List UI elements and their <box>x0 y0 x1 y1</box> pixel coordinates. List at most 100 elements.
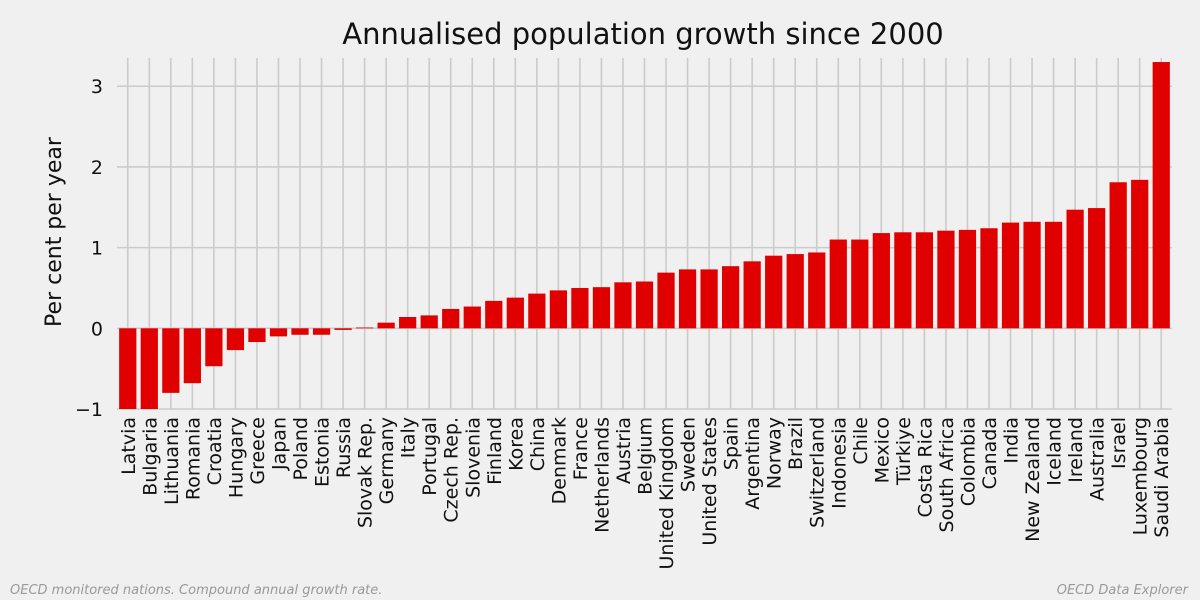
x-tick-label: United Kingdom <box>656 417 678 570</box>
bar <box>291 328 309 335</box>
grid-lines <box>117 58 1172 410</box>
x-tick-label: Croatia <box>204 417 226 485</box>
x-tick-label: Czech Rep. <box>441 417 463 523</box>
x-tick-label: Bulgaria <box>139 417 161 496</box>
bar <box>162 328 180 393</box>
bar <box>657 272 675 329</box>
x-tick-label: Ireland <box>1065 417 1087 483</box>
x-tick-label: Türkiye <box>893 417 915 486</box>
bar <box>226 328 245 351</box>
x-tick-label: Saudi Arabia <box>1151 417 1173 538</box>
x-tick-label: Luxembourg <box>1130 417 1152 535</box>
bar <box>248 328 266 343</box>
y-axis-label: Per cent per year <box>42 136 67 327</box>
x-tick-label: Mexico <box>871 417 893 483</box>
x-tick-label: United States <box>699 417 721 546</box>
bar <box>765 255 783 329</box>
x-tick-label: Indonesia <box>828 417 850 509</box>
bar <box>140 328 158 409</box>
x-tick-label: Brazil <box>785 417 807 470</box>
x-tick-label: Argentina <box>742 417 764 510</box>
bar <box>635 281 654 329</box>
bar <box>355 327 374 329</box>
x-tick-label: Norway <box>764 417 786 489</box>
bar <box>571 287 589 329</box>
bar <box>1066 209 1084 329</box>
bar <box>872 233 890 329</box>
bar <box>312 328 331 335</box>
bar <box>937 230 955 329</box>
x-tick-label: Hungary <box>225 417 247 498</box>
y-tick-label: 3 <box>91 76 103 98</box>
bar <box>1023 221 1041 329</box>
bar <box>829 239 847 329</box>
x-tick-label: Chile <box>850 417 872 465</box>
x-tick-label: South Africa <box>936 417 958 532</box>
bar <box>700 269 718 329</box>
x-tick-label: Japan <box>268 417 290 471</box>
bar <box>399 317 417 329</box>
bar <box>549 290 567 329</box>
x-tick-label: New Zealand <box>1022 417 1044 542</box>
x-tick-label: China <box>527 417 549 471</box>
footer-source: OECD Data Explorer <box>1056 583 1188 598</box>
bar <box>1131 179 1149 329</box>
bar <box>614 282 632 329</box>
bar <box>528 293 546 329</box>
bar <box>1088 208 1106 329</box>
x-tick-label: Costa Rica <box>914 417 936 518</box>
y-tick-labels: −1 0 1 2 3 <box>75 76 103 421</box>
x-tick-label: Lithuania <box>161 417 183 505</box>
bar <box>808 252 826 329</box>
bar <box>980 228 998 329</box>
x-tick-label: Belgium <box>635 417 657 495</box>
bar <box>463 306 481 329</box>
x-tick-label: Germany <box>376 417 398 504</box>
bar <box>915 232 934 329</box>
x-tick-label: Finland <box>484 417 506 485</box>
x-tick-labels: Latvia Bulgaria Lithuania Romania Croatia Hun… <box>118 417 1173 570</box>
y-tick-label: 0 <box>91 318 103 340</box>
chart-title: Annualised population growth since 2000 <box>342 17 943 51</box>
bar <box>743 261 761 329</box>
x-tick-label: Austria <box>613 417 635 484</box>
bars <box>119 62 1170 409</box>
bar <box>485 300 503 329</box>
x-tick-label: Poland <box>290 417 312 480</box>
bar <box>205 328 223 367</box>
x-tick-label: Denmark <box>548 417 570 504</box>
x-tick-label: Colombia <box>957 417 979 506</box>
x-tick-label: Australia <box>1087 417 1109 501</box>
x-tick-label: Italy <box>398 417 420 458</box>
bar <box>183 328 201 384</box>
bar <box>678 269 697 329</box>
x-tick-label: Sweden <box>678 417 700 492</box>
bar <box>1001 222 1020 329</box>
bar <box>786 254 804 329</box>
x-tick-label: Portugal <box>419 417 441 496</box>
bar <box>1152 62 1170 329</box>
bar <box>592 287 611 329</box>
y-tick-label: −1 <box>75 399 103 421</box>
footer-note: OECD monitored nations. Compound annual … <box>10 583 383 598</box>
x-tick-label: Switzerland <box>807 417 829 528</box>
x-tick-label: Romania <box>182 417 204 500</box>
bar <box>1109 182 1127 329</box>
bar <box>420 315 438 329</box>
x-tick-label: Latvia <box>118 417 140 475</box>
bar <box>894 232 912 329</box>
bar <box>442 308 460 329</box>
bar <box>958 229 977 329</box>
x-tick-label: Netherlands <box>591 417 613 533</box>
x-tick-label: Canada <box>979 417 1001 489</box>
x-tick-label: Iceland <box>1044 417 1066 486</box>
x-tick-label: Russia <box>333 417 355 478</box>
bar <box>377 322 395 329</box>
x-tick-label: Korea <box>505 417 527 471</box>
y-tick-label: 2 <box>91 157 103 179</box>
bar <box>334 328 352 330</box>
x-tick-label: Slovenia <box>462 417 484 498</box>
bar <box>722 266 740 329</box>
y-tick-label: 1 <box>91 238 103 260</box>
